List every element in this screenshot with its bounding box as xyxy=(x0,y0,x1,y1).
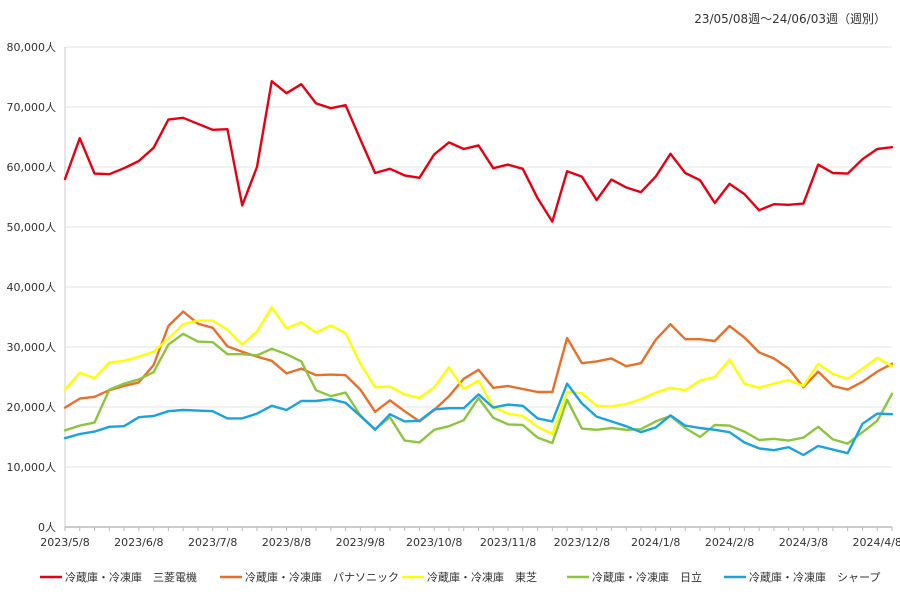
y-tick-label: 60,000人 xyxy=(7,161,57,174)
legend: 冷蔵庫・冷凍庫 三菱電機 冷蔵庫・冷凍庫 パナソニック 冷蔵庫・冷凍庫 東芝 冷蔵庫・… xyxy=(40,570,880,584)
legend-label-0: 冷蔵庫・冷凍庫 三菱電機 xyxy=(65,570,197,584)
y-tick-label: 50,000人 xyxy=(7,221,57,234)
x-tick-label: 2024/2/8 xyxy=(705,536,754,549)
series-line-4 xyxy=(63,382,894,457)
x-tick-label: 2023/5/8 xyxy=(40,536,89,549)
y-tick-label: 80,000人 xyxy=(7,41,57,54)
x-tick-label: 2023/7/8 xyxy=(188,536,237,549)
y-tick-label: 20,000人 xyxy=(7,401,57,414)
chart-subtitle: 23/05/08週〜24/06/03週（週別） xyxy=(694,12,886,26)
x-tick-label: 2023/6/8 xyxy=(114,536,163,549)
x-tick-label: 2024/4/8 xyxy=(853,536,900,549)
y-tick-label: 30,000人 xyxy=(7,341,57,354)
legend-label-4: 冷蔵庫・冷凍庫 シャープ xyxy=(749,570,880,584)
x-tick-label: 2023/9/8 xyxy=(336,536,385,549)
x-tick-label: 2023/8/8 xyxy=(262,536,311,549)
legend-label-2: 冷蔵庫・冷凍庫 東芝 xyxy=(427,570,537,584)
series-line-2 xyxy=(63,306,894,436)
x-tick-label: 2023/11/8 xyxy=(480,536,536,549)
x-tick-label: 2024/1/8 xyxy=(631,536,680,549)
x-tick-label: 2023/12/8 xyxy=(554,536,610,549)
axes: 0人 10,000人 20,000人 30,000人 40,000人 50,000人 60,… xyxy=(7,41,900,549)
y-tick-label: 0人 xyxy=(38,521,56,534)
legend-label-3: 冷蔵庫・冷凍庫 日立 xyxy=(592,570,702,584)
series-line-0 xyxy=(63,79,894,223)
x-tick-label: 2024/3/8 xyxy=(779,536,828,549)
series-line-3 xyxy=(63,332,894,445)
legend-label-1: 冷蔵庫・冷凍庫 パナソニック xyxy=(245,570,399,584)
y-tick-label: 70,000人 xyxy=(7,101,57,114)
y-tick-label: 40,000人 xyxy=(7,281,57,294)
series-line-1 xyxy=(63,310,894,423)
series-lines xyxy=(63,79,894,457)
y-tick-label: 10,000人 xyxy=(7,461,57,474)
grid-lines xyxy=(65,46,892,468)
x-tick-label: 2023/10/8 xyxy=(406,536,462,549)
